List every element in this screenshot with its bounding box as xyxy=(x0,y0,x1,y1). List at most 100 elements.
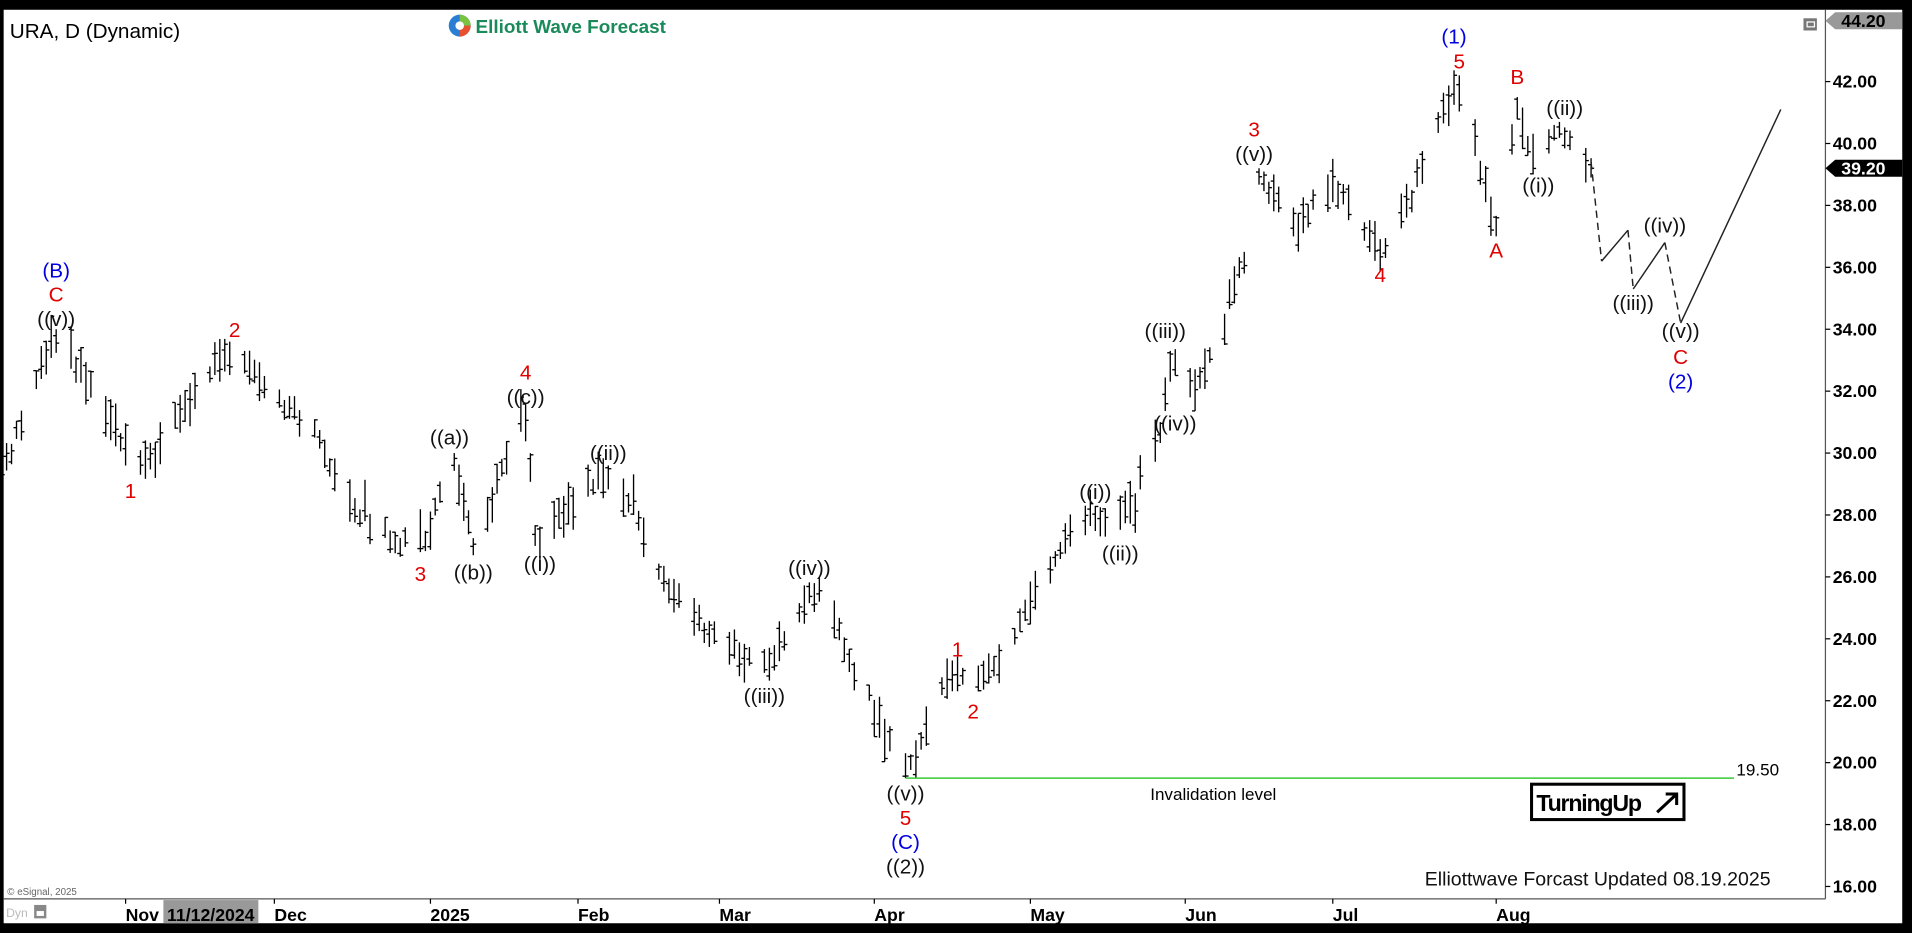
projection-segment xyxy=(1590,161,1603,262)
price-bar xyxy=(1226,279,1233,309)
price-bar xyxy=(331,458,338,492)
price-bar xyxy=(590,478,597,495)
wave-label: 2 xyxy=(967,701,979,724)
price-bar xyxy=(1067,514,1074,547)
wave-label: (2) xyxy=(1668,370,1693,393)
price-bar xyxy=(48,314,55,358)
restore-window-button[interactable] xyxy=(1803,18,1817,31)
price-bar xyxy=(1487,196,1494,236)
price-bar xyxy=(630,474,637,515)
price-bar xyxy=(985,653,992,684)
price-bar xyxy=(517,389,524,432)
price-tick-label: 16.00 xyxy=(1833,877,1877,897)
price-bar xyxy=(1398,193,1405,229)
date-axis[interactable]: Nov Dec 2025 Feb Mar Apr May Jun Jul Aug 11/12/202… xyxy=(124,898,1531,925)
price-bar xyxy=(172,401,179,429)
arrow-up-right-icon xyxy=(1656,792,1679,814)
price-bar xyxy=(107,399,114,441)
updated-text: Elliottwave Forcast Updated 08.19.2025 xyxy=(1425,868,1771,890)
price-bar xyxy=(1440,92,1447,124)
invalidation-price-label: 19.50 xyxy=(1736,761,1779,780)
price-bar xyxy=(53,329,60,353)
lock-icon[interactable] xyxy=(34,904,47,919)
price-bar xyxy=(1027,581,1034,625)
price-bar xyxy=(1192,369,1199,412)
price-bar xyxy=(3,443,10,471)
wave-label: A xyxy=(1489,239,1503,262)
price-bar xyxy=(1087,489,1094,527)
wave-label: ((b)) xyxy=(454,561,493,584)
price-bar xyxy=(736,642,743,677)
date-tick-label: Nov xyxy=(126,905,160,925)
crosshair-date-box xyxy=(163,900,259,924)
price-bar xyxy=(366,513,374,545)
wave-label: (1) xyxy=(1441,26,1466,49)
price-bar xyxy=(72,356,80,383)
price-bar xyxy=(1477,160,1484,185)
price-tick-label: 28.00 xyxy=(1833,505,1877,525)
price-bar xyxy=(980,660,987,690)
price-bar xyxy=(551,500,558,539)
price-bar xyxy=(1270,174,1277,212)
price-bar xyxy=(836,617,843,641)
price-bar xyxy=(1132,493,1139,533)
price-bar xyxy=(640,517,647,558)
price-bar xyxy=(1265,181,1272,204)
wave-label: ((v)) xyxy=(1662,320,1700,343)
price-bar xyxy=(536,526,543,570)
price-bar xyxy=(221,338,228,372)
price-bar xyxy=(560,495,567,538)
price-bar xyxy=(470,538,477,556)
price-bar xyxy=(655,563,662,580)
wave-label: C xyxy=(49,284,64,307)
price-axis[interactable]: 16.00 18.00 20.00 22.00 24.00 26.00 28.00 30.00… xyxy=(1825,11,1903,897)
price-bar xyxy=(241,350,248,374)
wave-label: 1 xyxy=(952,639,964,662)
price-bar xyxy=(605,465,612,490)
price-bar xyxy=(321,439,328,469)
price-bar xyxy=(1255,168,1263,185)
price-bar xyxy=(761,649,768,673)
price-bar xyxy=(1032,570,1039,610)
price-bar xyxy=(1157,422,1164,444)
turning-up-text: TurningUp xyxy=(1536,790,1641,816)
price-bar xyxy=(871,699,878,738)
price-bar xyxy=(503,440,510,475)
price-bar xyxy=(620,478,627,517)
price-bar xyxy=(595,451,602,490)
price-bar xyxy=(152,441,159,478)
price-bar xyxy=(1260,171,1267,192)
last-price-marker xyxy=(1825,159,1903,177)
price-bar xyxy=(1340,184,1347,205)
price-bar xyxy=(1187,368,1194,398)
chart-title: URA, D (Dynamic) xyxy=(10,20,180,43)
wave-label: ((i)) xyxy=(1522,174,1554,197)
price-bar xyxy=(1551,124,1558,141)
price-bar xyxy=(585,464,592,497)
wave-label: ((2)) xyxy=(886,855,925,878)
price-bar xyxy=(660,565,667,592)
price-bar xyxy=(1102,508,1109,537)
price-bar xyxy=(489,487,496,523)
price-bar xyxy=(532,525,539,546)
price-bar xyxy=(465,510,472,535)
price-bar xyxy=(102,396,109,437)
price-bar xyxy=(1127,480,1134,524)
price-bar xyxy=(1172,349,1179,377)
wave-label: ((ii)) xyxy=(1102,543,1139,566)
price-bar xyxy=(816,577,823,602)
wave-label: ((v)) xyxy=(1235,143,1273,166)
wave-label: ((iv)) xyxy=(1154,413,1197,436)
wave-label: ((iv)) xyxy=(1644,215,1687,238)
price-bar xyxy=(402,527,409,547)
price-bar xyxy=(182,389,189,422)
price-bar xyxy=(1236,257,1243,279)
wave-label: ((i)) xyxy=(524,553,556,576)
price-bar xyxy=(38,346,45,379)
price-bar xyxy=(18,410,25,441)
price-bar xyxy=(902,753,909,779)
price-bar xyxy=(291,396,298,420)
price-tick-label: 38.00 xyxy=(1833,196,1877,216)
price-bar xyxy=(455,464,463,506)
